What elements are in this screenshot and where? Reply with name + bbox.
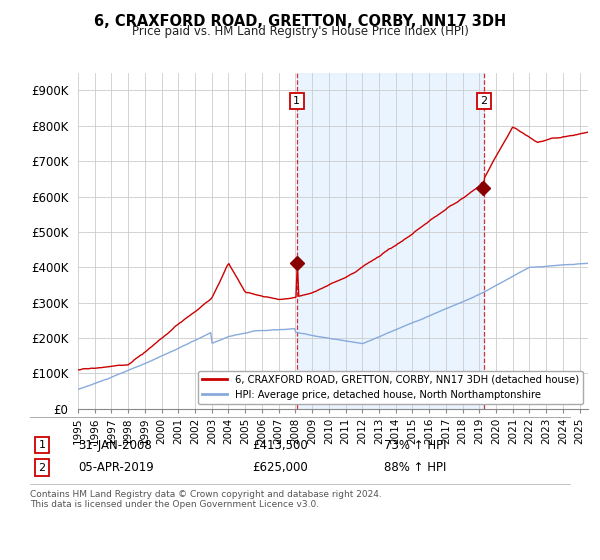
Text: 2: 2	[480, 96, 487, 106]
Text: 1: 1	[293, 96, 300, 106]
Text: 31-JAN-2008: 31-JAN-2008	[78, 438, 152, 452]
Text: 2: 2	[38, 463, 46, 473]
Text: 05-APR-2019: 05-APR-2019	[78, 461, 154, 474]
Text: Contains HM Land Registry data © Crown copyright and database right 2024.
This d: Contains HM Land Registry data © Crown c…	[30, 490, 382, 510]
Text: 6, CRAXFORD ROAD, GRETTON, CORBY, NN17 3DH: 6, CRAXFORD ROAD, GRETTON, CORBY, NN17 3…	[94, 14, 506, 29]
Text: £413,500: £413,500	[252, 438, 308, 452]
Text: 88% ↑ HPI: 88% ↑ HPI	[384, 461, 446, 474]
Bar	[297, 73, 484, 409]
Text: 73% ↑ HPI: 73% ↑ HPI	[384, 438, 446, 452]
Legend: 6, CRAXFORD ROAD, GRETTON, CORBY, NN17 3DH (detached house), HPI: Average price,: 6, CRAXFORD ROAD, GRETTON, CORBY, NN17 3…	[198, 371, 583, 404]
Text: £625,000: £625,000	[252, 461, 308, 474]
Text: 1: 1	[38, 440, 46, 450]
Text: Price paid vs. HM Land Registry's House Price Index (HPI): Price paid vs. HM Land Registry's House …	[131, 25, 469, 38]
